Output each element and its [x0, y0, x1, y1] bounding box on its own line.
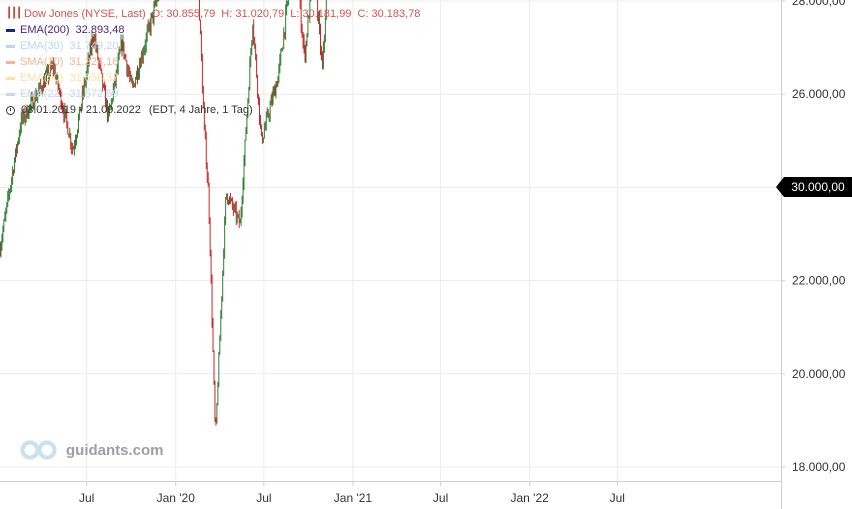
y-tick-label: 18.000,00 [792, 460, 846, 474]
indicator-row: EMA(22) 31.572,59 [6, 86, 426, 102]
indicator-row: EMA(200) 32.893,48 [6, 22, 426, 38]
indicator-swatch [6, 28, 15, 32]
x-tick-label: Jul [79, 491, 94, 505]
indicator-value: 31.749,20 [69, 40, 119, 52]
brand-logo: guidants.com [20, 440, 164, 460]
indicator-swatch [6, 92, 15, 96]
y-tick-label: 22.000,00 [792, 274, 846, 288]
price-tag: 30.000,00 [776, 177, 852, 197]
chart-legend: ┃┃┃ Dow Jones (NYSE, Last) O: 30.855,79 … [6, 6, 426, 118]
low-value: L: 30.181,99 [290, 8, 352, 20]
range-row: 03.01.2019 - 21.09.2022 (EDT, 4 Jahre, 1… [6, 102, 426, 118]
y-tick-label: 26.000,00 [792, 87, 846, 101]
candlestick-icon: ┃┃┃ [6, 8, 22, 19]
indicator-value: 31.224,16 [69, 56, 119, 68]
x-tick-label: Jan '22 [511, 491, 550, 505]
indicator-value: 32.893,48 [75, 24, 125, 36]
instrument-row: ┃┃┃ Dow Jones (NYSE, Last) O: 30.855,79 … [6, 6, 426, 22]
indicator-swatch [6, 44, 15, 48]
indicator-label: SMA(10) [20, 56, 64, 68]
indicator-value: 31.572,59 [69, 88, 119, 100]
indicator-row: EMA(50) 31.558,37 [6, 70, 426, 86]
x-tick-label: Jan '20 [157, 491, 196, 505]
x-tick-label: Jul [433, 491, 448, 505]
x-tick-label: Jan '21 [334, 491, 373, 505]
x-tick-label: Jul [610, 491, 625, 505]
range-note: (EDT, 4 Jahre, 1 Tag) [148, 104, 253, 116]
high-value: H: 31.020,79 [221, 8, 285, 20]
guidants-logo-icon [20, 440, 57, 460]
candlestick-series [0, 0, 327, 426]
brand-name: guidants.com [66, 441, 164, 459]
indicator-value: 31.558,37 [69, 72, 119, 84]
indicator-label: EMA(22) [20, 88, 64, 100]
y-tick-label: 20.000,00 [792, 367, 846, 381]
close-value: C: 30.183,78 [357, 8, 421, 20]
indicator-label: EMA(50) [20, 72, 64, 84]
y-tick-label: 28.000,00 [792, 0, 846, 8]
indicator-row: SMA(10) 31.224,16 [6, 54, 426, 70]
range-dates: 03.01.2019 - 21.09.2022 [21, 104, 141, 116]
instrument-label: Dow Jones (NYSE, Last) [24, 8, 146, 20]
indicator-row: EMA(30) 31.749,20 [6, 38, 426, 54]
indicator-swatch [6, 76, 15, 80]
indicator-swatch [6, 60, 15, 64]
indicator-label: EMA(200) [20, 24, 70, 36]
x-tick-label: Jul [256, 491, 271, 505]
open-value: O: 30.855,79 [151, 8, 216, 20]
clock-icon [6, 105, 15, 115]
indicator-label: EMA(30) [20, 40, 64, 52]
